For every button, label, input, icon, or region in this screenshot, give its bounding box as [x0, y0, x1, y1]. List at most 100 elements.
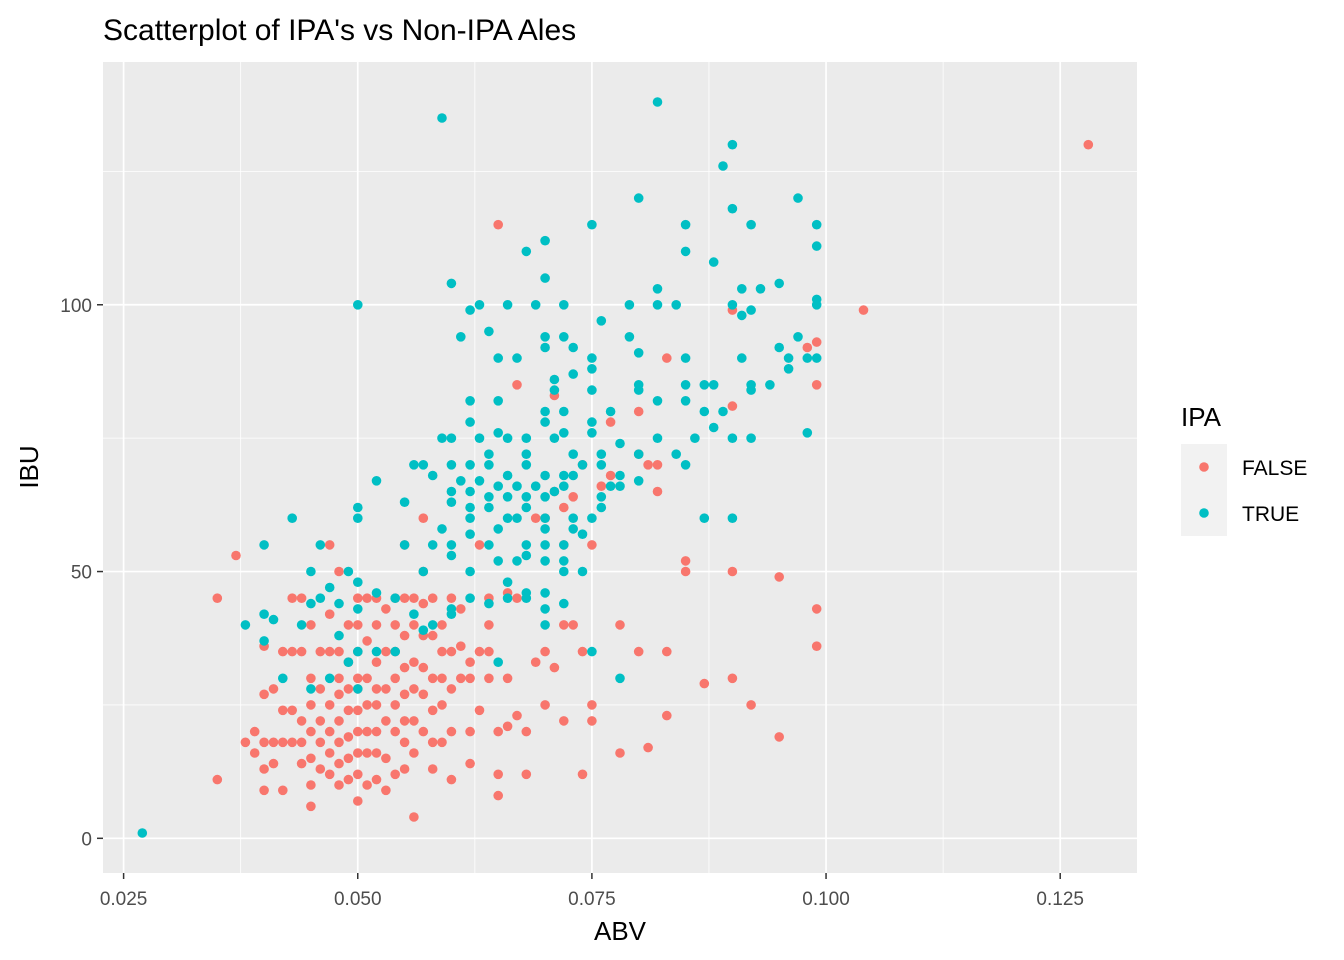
data-point	[287, 593, 298, 603]
data-point	[240, 737, 251, 748]
data-point	[559, 332, 569, 342]
data-point	[427, 673, 438, 684]
data-point	[633, 385, 644, 395]
data-point	[306, 801, 316, 812]
data-point	[793, 193, 803, 203]
data-point	[446, 609, 457, 619]
data-point	[353, 646, 363, 657]
data-point	[353, 620, 363, 630]
data-point	[427, 470, 438, 481]
data-point	[774, 342, 784, 353]
data-point	[343, 657, 354, 667]
data-point	[671, 300, 681, 310]
data-point	[502, 492, 513, 502]
data-point	[577, 529, 588, 539]
data-point	[587, 417, 597, 427]
data-point	[652, 460, 663, 470]
data-point	[381, 604, 391, 614]
data-point	[259, 737, 269, 748]
data-point	[437, 524, 447, 534]
data-point	[727, 433, 738, 444]
data-point	[699, 678, 710, 689]
data-point	[324, 582, 335, 593]
data-point	[446, 486, 457, 497]
data-point	[306, 684, 316, 694]
data-point	[465, 396, 475, 406]
data-point	[371, 657, 382, 667]
data-point	[409, 684, 419, 694]
data-point	[540, 417, 550, 427]
data-point	[456, 641, 466, 651]
data-point	[343, 705, 354, 716]
data-point	[568, 492, 578, 502]
data-point	[418, 460, 429, 470]
data-point	[296, 737, 307, 748]
data-point	[587, 646, 597, 657]
data-point	[596, 492, 607, 502]
legend-label-true: TRUE	[1242, 503, 1299, 526]
data-point	[474, 646, 485, 657]
data-point	[680, 380, 691, 390]
data-point	[652, 300, 663, 310]
data-point	[802, 353, 813, 363]
data-point	[259, 540, 269, 550]
data-point	[521, 492, 532, 502]
data-point	[399, 764, 410, 774]
data-point	[437, 620, 447, 630]
data-point	[596, 316, 607, 326]
data-point	[353, 593, 363, 603]
data-point	[474, 300, 485, 310]
data-point	[699, 406, 710, 417]
legend-marker-false	[1199, 462, 1209, 472]
data-point	[437, 673, 447, 684]
data-point	[652, 97, 663, 107]
data-point	[540, 492, 550, 502]
data-point	[465, 673, 475, 684]
data-point	[774, 572, 784, 582]
data-point	[549, 433, 560, 444]
data-point	[493, 396, 504, 406]
data-point	[699, 513, 710, 523]
data-point	[559, 620, 569, 630]
data-point	[409, 748, 419, 758]
data-point	[484, 326, 494, 337]
data-point	[306, 726, 316, 737]
data-point	[465, 657, 475, 667]
data-point	[446, 593, 457, 603]
data-point	[633, 449, 644, 460]
data-point	[512, 556, 522, 566]
data-point	[343, 732, 354, 742]
data-point	[633, 646, 644, 657]
chart-title: Scatterplot of IPA's vs Non-IPA Ales	[103, 14, 576, 47]
data-point	[259, 636, 269, 646]
data-point	[774, 732, 784, 742]
data-point	[587, 353, 597, 363]
data-point	[362, 593, 372, 603]
data-point	[474, 433, 485, 444]
data-point	[755, 284, 766, 294]
data-point	[502, 513, 513, 523]
data-point	[540, 470, 550, 481]
data-point	[287, 705, 298, 716]
data-point	[708, 380, 719, 390]
data-point	[615, 438, 625, 449]
data-point	[587, 716, 597, 726]
data-point	[540, 235, 550, 246]
data-point	[371, 646, 382, 657]
x-tick-label: 0.050	[334, 889, 382, 910]
x-tick-label: 0.025	[100, 889, 148, 910]
data-point	[493, 428, 504, 438]
data-point	[446, 646, 457, 657]
data-point	[680, 556, 691, 566]
data-point	[615, 620, 625, 630]
data-point	[249, 748, 260, 758]
data-point	[568, 342, 578, 353]
data-point	[465, 758, 475, 769]
data-point	[465, 513, 475, 523]
data-point	[1083, 139, 1094, 150]
data-point	[409, 620, 419, 630]
data-point	[493, 353, 504, 363]
data-point	[324, 748, 335, 758]
data-point	[465, 305, 475, 315]
data-point	[811, 219, 822, 230]
